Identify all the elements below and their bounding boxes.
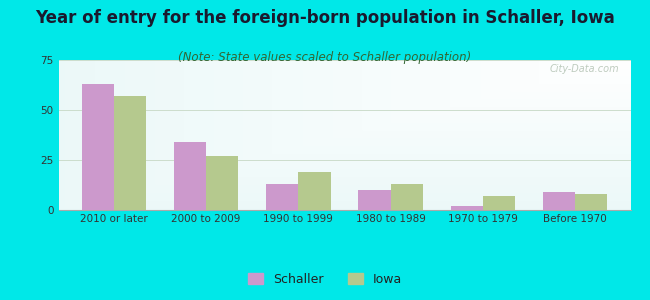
- Bar: [114, 96, 146, 210]
- Bar: [450, 206, 483, 210]
- Text: (Note: State values scaled to Schaller population): (Note: State values scaled to Schaller p…: [178, 51, 472, 64]
- Bar: [575, 194, 608, 210]
- Text: City-Data.com: City-Data.com: [549, 64, 619, 74]
- Text: Year of entry for the foreign-born population in Schaller, Iowa: Year of entry for the foreign-born popul…: [35, 9, 615, 27]
- Bar: [483, 196, 515, 210]
- Bar: [391, 184, 423, 210]
- Bar: [174, 142, 206, 210]
- Bar: [543, 192, 575, 210]
- Bar: [298, 172, 331, 210]
- Bar: [266, 184, 298, 210]
- Bar: [206, 156, 239, 210]
- Bar: [358, 190, 391, 210]
- Legend: Schaller, Iowa: Schaller, Iowa: [242, 268, 408, 291]
- Bar: [81, 84, 114, 210]
